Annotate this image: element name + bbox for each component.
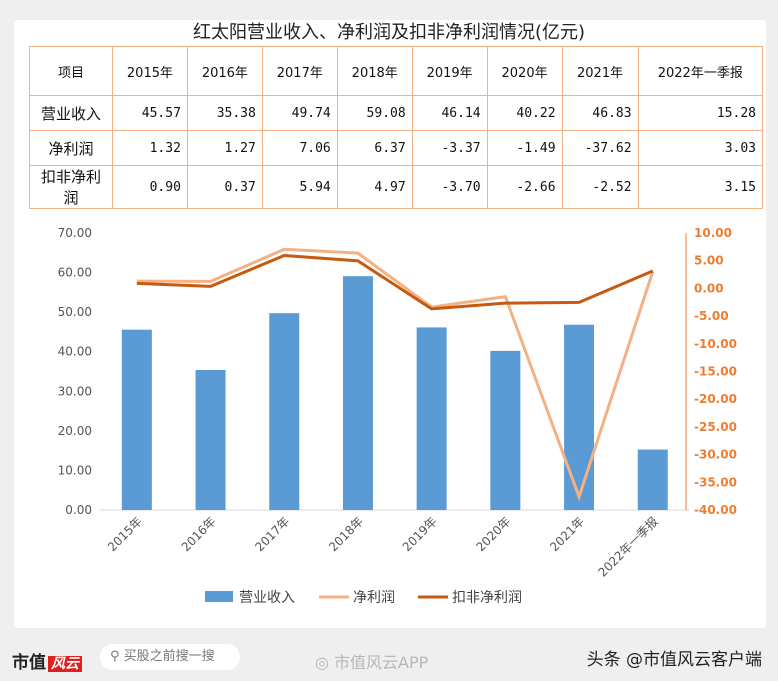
value-cell: 0.90 xyxy=(112,165,188,209)
value-cell: 6.37 xyxy=(336,130,413,166)
value-cell: 46.83 xyxy=(561,95,639,131)
header-cell: 2020年 xyxy=(486,46,563,96)
table-header: 项目 2015年 2016年 2017年 2018年 2019年 2020年 2021年 202… xyxy=(29,46,764,96)
search-icon: ⚲ xyxy=(110,649,124,664)
weibo-icon: ◎ xyxy=(315,653,335,672)
footer-bar: 市值 风云 ⚲ 买股之前搜一搜 ◎ 市值风云APP 头条 @市值风云客户端 xyxy=(0,636,778,681)
value-cell: 1.32 xyxy=(112,130,188,166)
value-cell: 59.08 xyxy=(336,95,413,131)
value-cell: 3.03 xyxy=(637,130,764,166)
value-cell: -37.62 xyxy=(561,130,639,166)
row-label: 营业收入 xyxy=(29,95,113,131)
value-cell: 7.06 xyxy=(261,130,338,166)
header-cell: 项目 xyxy=(29,46,113,96)
value-cell: 4.97 xyxy=(336,165,413,209)
value-cell: 35.38 xyxy=(186,95,263,131)
value-cell: 40.22 xyxy=(486,95,563,131)
table-row: 营业收入 45.57 35.38 49.74 59.08 46.14 40.22 46.83 1… xyxy=(29,95,764,131)
row-label: 扣非净利润 xyxy=(29,165,113,209)
table-row: 扣非净利润 0.90 0.37 5.94 4.97 -3.70 -2.66 -2.52 3.15 xyxy=(29,165,764,209)
header-cell: 2016年 xyxy=(186,46,263,96)
value-cell: -1.49 xyxy=(486,130,563,166)
value-cell: -3.37 xyxy=(411,130,488,166)
value-cell: 49.74 xyxy=(261,95,338,131)
value-cell: 3.15 xyxy=(637,165,764,209)
header-cell: 2019年 xyxy=(411,46,488,96)
header-cell: 2017年 xyxy=(261,46,338,96)
header-cell: 2022年一季报 xyxy=(637,46,764,96)
data-table: 项目 2015年 2016年 2017年 2018年 2019年 2020年 2021年 202… xyxy=(29,46,764,209)
brand-logo: 市值 风云 xyxy=(12,648,82,673)
weibo-watermark: ◎ 市值风云APP xyxy=(315,653,429,672)
chart-title: 红太阳营业收入、净利润及扣非净利润情况(亿元) xyxy=(192,22,586,43)
table-row: 净利润 1.32 1.27 7.06 6.37 -3.37 -1.49 -37.62 3.03 xyxy=(29,130,764,166)
value-cell: -3.70 xyxy=(411,165,488,209)
value-cell: -2.66 xyxy=(486,165,563,209)
value-cell: 15.28 xyxy=(637,95,764,131)
value-cell: 46.14 xyxy=(411,95,488,131)
value-cell: -2.52 xyxy=(561,165,639,209)
value-cell: 0.37 xyxy=(186,165,263,209)
value-cell: 45.57 xyxy=(112,95,188,131)
row-label: 净利润 xyxy=(29,130,113,166)
header-cell: 2018年 xyxy=(336,46,413,96)
value-cell: 5.94 xyxy=(261,165,338,209)
toutiao-credit: 头条 @市值风云客户端 xyxy=(586,650,762,670)
header-cell: 2021年 xyxy=(561,46,639,96)
search-input[interactable]: ⚲ 买股之前搜一搜 xyxy=(100,644,240,670)
value-cell: 1.27 xyxy=(186,130,263,166)
header-cell: 2015年 xyxy=(112,46,188,96)
